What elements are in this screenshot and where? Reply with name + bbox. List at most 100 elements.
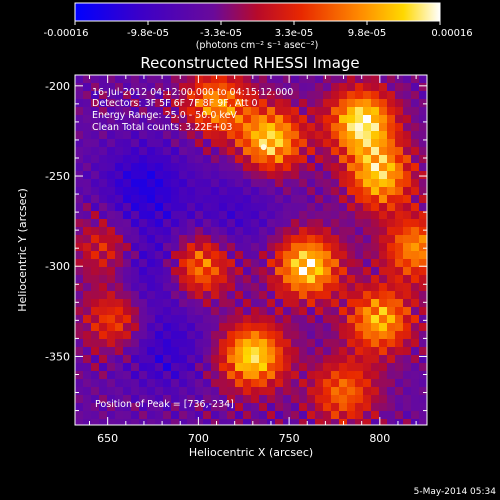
heatmap-cell [115,195,123,203]
heatmap-cell [323,163,331,171]
heatmap-cell [203,355,211,363]
heatmap-cell [379,163,387,171]
heatmap-cell [147,251,155,259]
heatmap-cell [147,227,155,235]
heatmap-cell [267,107,275,115]
heatmap-cell [107,139,115,147]
heatmap-cell [299,83,307,91]
heatmap-cell [107,107,115,115]
heatmap-cell [411,179,419,187]
heatmap-cell [339,347,347,355]
heatmap-cell [395,155,403,163]
heatmap-cell [131,371,139,379]
heatmap-cell [331,347,339,355]
heatmap-cell [163,267,171,275]
heatmap-cell [171,163,179,171]
heatmap-cell [347,243,355,251]
heatmap-cell [163,211,171,219]
heatmap-cell [267,411,275,419]
heatmap-cell [371,163,379,171]
heatmap-cell [275,395,283,403]
heatmap-cell [307,147,315,155]
heatmap-cell [411,371,419,379]
heatmap-cell [91,347,99,355]
heatmap-cell [235,171,243,179]
heatmap-cell [219,403,227,411]
heatmap-cell [291,347,299,355]
annotation-line: Clean Total counts: 3.22E+03 [92,122,232,133]
heatmap-cell [163,131,171,139]
heatmap-cell [219,219,227,227]
heatmap-cell [219,123,227,131]
heatmap-cell [291,91,299,99]
heatmap-cell [195,243,203,251]
heatmap-cell [171,155,179,163]
heatmap-cell [299,131,307,139]
heatmap-cell [411,235,419,243]
heatmap-cell [203,243,211,251]
heatmap-cell [99,339,107,347]
heatmap-cell [267,139,275,147]
heatmap-cell [227,235,235,243]
heatmap-cell [227,315,235,323]
heatmap-cell [243,211,251,219]
heatmap-cell [99,115,107,123]
heatmap-cell [411,99,419,107]
heatmap-cell [307,395,315,403]
heatmap-cell [275,355,283,363]
heatmap-cell [419,131,427,139]
heatmap-cell [147,235,155,243]
heatmap-cell [307,387,315,395]
heatmap-cell [395,339,403,347]
colorbar-tick-marks [74,21,441,25]
heatmap-cell [387,323,395,331]
heatmap-cell [355,267,363,275]
heatmap-cell [203,331,211,339]
heatmap-cell [291,379,299,387]
heatmap-cell [131,155,139,163]
heatmap-cell [291,307,299,315]
heatmap-cell [267,275,275,283]
heatmap-cell [187,379,195,387]
heatmap-cell [99,275,107,283]
heatmap-cell [323,227,331,235]
heatmap-cell [187,283,195,291]
heatmap-cell [243,179,251,187]
heatmap-cell [211,139,219,147]
heatmap-cell [219,131,227,139]
heatmap-cell [163,187,171,195]
heatmap-cell [179,299,187,307]
heatmap-cell [411,187,419,195]
heatmap-cell [211,123,219,131]
heatmap-cell [387,307,395,315]
heatmap-cell [347,91,355,99]
heatmap-cell [395,163,403,171]
heatmap-cell [83,131,91,139]
heatmap-cell [323,339,331,347]
heatmap-cell [395,115,403,123]
heatmap-cell [187,123,195,131]
heatmap-cell [259,219,267,227]
heatmap-cell [259,259,267,267]
heatmap-cell [275,115,283,123]
heatmap-cell [379,195,387,203]
heatmap-cell [75,371,83,379]
heatmap-cell [131,419,139,425]
heatmap-cell [403,283,411,291]
heatmap-cell [171,339,179,347]
heatmap-cell [131,211,139,219]
heatmap-cell [99,331,107,339]
heatmap-cell [187,235,195,243]
heatmap-cell [331,195,339,203]
heatmap-cell [387,91,395,99]
heatmap-cell [227,347,235,355]
heatmap-cell [323,219,331,227]
heatmap-cell [219,211,227,219]
heatmap-cell [411,387,419,395]
heatmap-cell [411,243,419,251]
heatmap-cell [123,315,131,323]
heatmap-cell [227,299,235,307]
heatmap-cell [163,299,171,307]
heatmap-cell [363,355,371,363]
peak-marker [260,144,267,151]
